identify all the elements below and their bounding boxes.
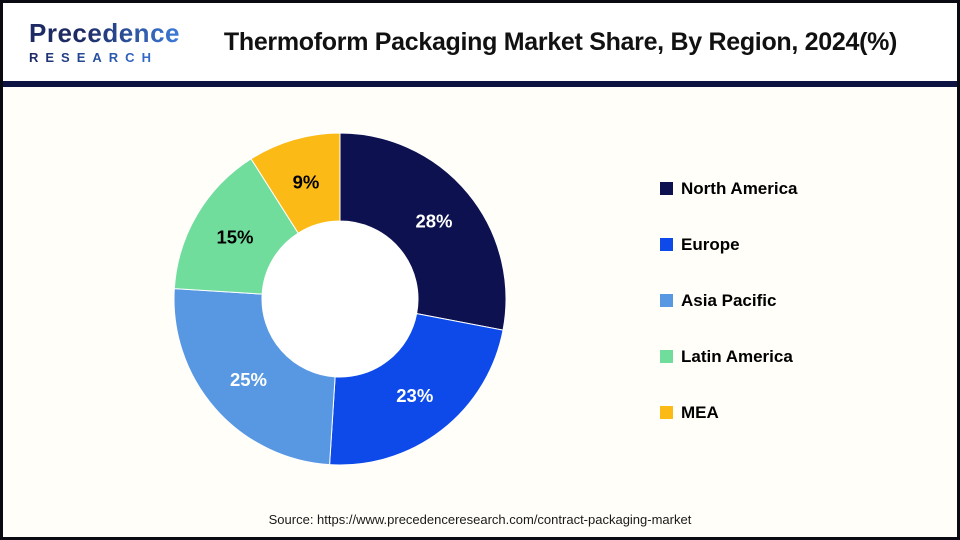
precedence-research-logo: Precedence RESEARCH [29, 20, 180, 64]
legend-label-north-america: North America [681, 178, 798, 198]
slice-label-north-america: 28% [415, 211, 452, 232]
slice-label-europe: 23% [396, 385, 433, 406]
header: Precedence RESEARCH Thermoform Packaging… [3, 3, 957, 81]
legend-label-europe: Europe [681, 234, 740, 254]
chart-title: Thermoform Packaging Market Share, By Re… [223, 27, 898, 56]
logo-wordmark: Precedence [29, 18, 180, 48]
legend-label-mea: MEA [681, 402, 719, 422]
legend-item-north-america: North America [660, 178, 798, 199]
legend-swatch-north-america [660, 182, 673, 195]
pie-slice-north-america [339, 132, 507, 331]
logo-subtitle: RESEARCH [29, 51, 180, 64]
pie-slice-latin-america [173, 158, 299, 295]
legend-label-asia-pacific: Asia Pacific [681, 290, 777, 310]
legend-swatch-europe [660, 238, 673, 251]
pie-slice-asia-pacific [173, 288, 336, 466]
chart-area: 28% 23% 25% 15% 9% North America Europe Asia… [3, 87, 957, 535]
pie-slice-mea [250, 132, 341, 234]
slice-label-latin-america: 15% [216, 226, 253, 247]
legend-item-asia-pacific: Asia Pacific [660, 290, 798, 311]
slice-label-asia-pacific: 25% [230, 369, 267, 390]
legend-label-latin-america: Latin America [681, 346, 793, 366]
donut-chart: 28% 23% 25% 15% 9% [173, 132, 507, 466]
legend-swatch-latin-america [660, 350, 673, 363]
legend-item-mea: MEA [660, 402, 798, 423]
source-note: Source: https://www.precedenceresearch.c… [268, 512, 692, 527]
donut-hole [262, 221, 418, 377]
pie-slice-europe [329, 313, 504, 466]
legend-swatch-mea [660, 406, 673, 419]
header-divider [3, 81, 957, 87]
legend-item-europe: Europe [660, 234, 798, 255]
legend-swatch-asia-pacific [660, 294, 673, 307]
slice-label-mea: 9% [293, 171, 320, 192]
legend: North America Europe Asia Pacific Latin … [660, 178, 798, 423]
legend-item-latin-america: Latin America [660, 346, 798, 367]
